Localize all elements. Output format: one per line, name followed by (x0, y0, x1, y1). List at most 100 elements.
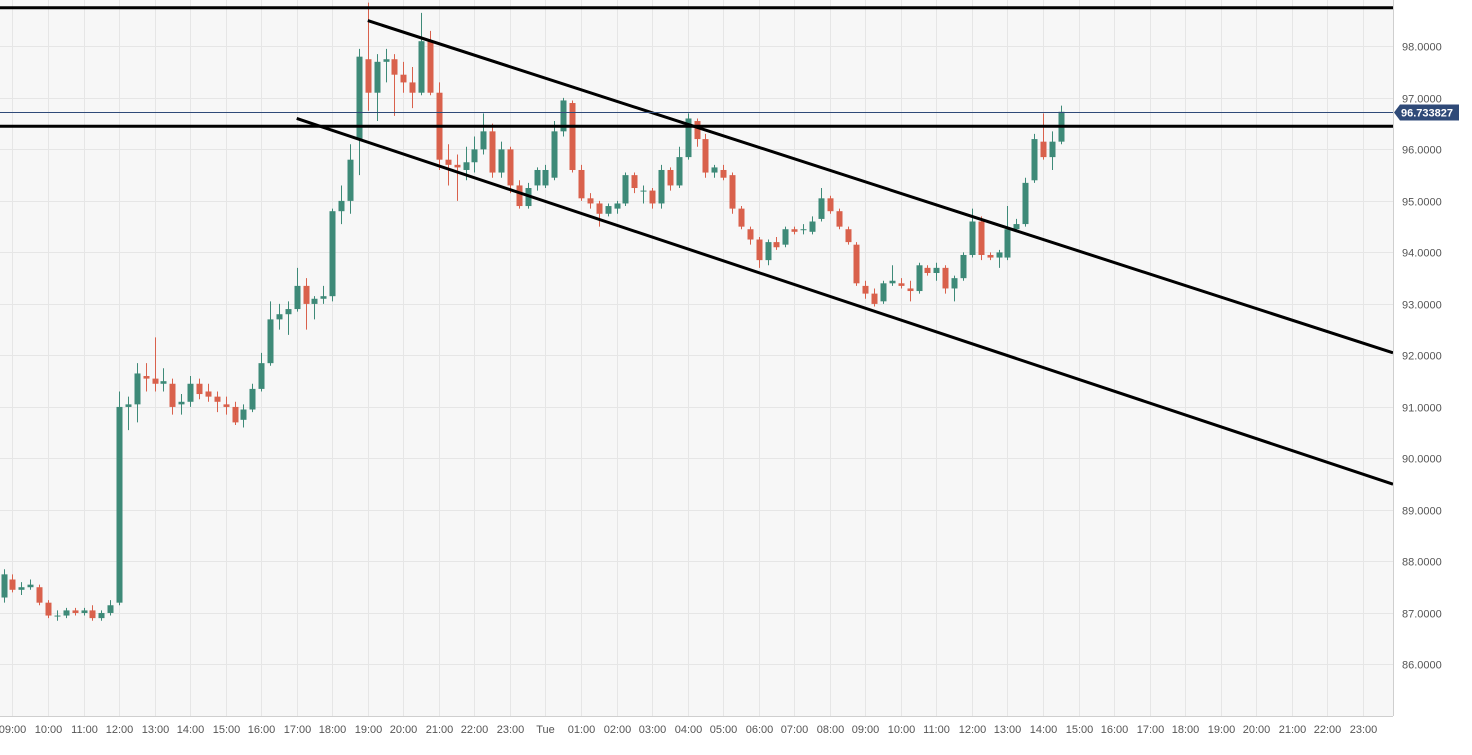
candle-body[interactable] (63, 610, 70, 616)
candle-body[interactable] (560, 100, 567, 132)
candle-down[interactable] (223, 396, 230, 415)
candle-body[interactable] (187, 383, 194, 402)
candle-up[interactable] (1022, 177, 1029, 227)
candle-down[interactable] (827, 195, 834, 214)
candle-up[interactable] (818, 188, 825, 222)
candle-body[interactable] (54, 615, 61, 617)
candle-body[interactable] (311, 298, 318, 304)
candle-up[interactable] (311, 296, 318, 320)
candle-body[interactable] (427, 41, 434, 93)
candle-up[interactable] (418, 12, 425, 96)
candle-down[interactable] (489, 123, 496, 178)
candle-body[interactable] (294, 285, 301, 310)
candle-up[interactable] (285, 301, 292, 335)
candle-down[interactable] (196, 378, 203, 400)
candle-up[interactable] (1, 569, 8, 603)
candle-body[interactable] (116, 406, 123, 603)
candle-body[interactable] (791, 229, 798, 232)
candle-up[interactable] (960, 252, 967, 281)
candle-up[interactable] (320, 285, 327, 304)
candle-down[interactable] (729, 172, 736, 214)
candle-up[interactable] (116, 391, 123, 606)
candle-body[interactable] (667, 169, 674, 186)
candle-down[interactable] (773, 236, 780, 250)
candle-down[interactable] (667, 167, 674, 191)
candle-body[interactable] (800, 229, 807, 231)
candle-down[interactable] (836, 208, 843, 230)
candle-body[interactable] (596, 203, 603, 214)
candle-body[interactable] (480, 131, 487, 150)
trendline-channel-lower[interactable] (296, 117, 1394, 486)
candle-body[interactable] (622, 175, 629, 204)
candle-down[interactable] (862, 280, 869, 299)
candle-body[interactable] (996, 252, 1003, 258)
candle-down[interactable] (898, 278, 905, 289)
candle-body[interactable] (205, 391, 212, 397)
candle-body[interactable] (276, 314, 283, 320)
candle-body[interactable] (1004, 229, 1011, 258)
candle-body[interactable] (1049, 141, 1056, 158)
candle-up[interactable] (27, 579, 34, 590)
candle-body[interactable] (907, 288, 914, 292)
candle-body[interactable] (694, 121, 701, 140)
candle-body[interactable] (631, 175, 638, 189)
candle-body[interactable] (471, 149, 478, 163)
candle-up[interactable] (18, 582, 25, 595)
candle-body[interactable] (916, 265, 923, 292)
candle-body[interactable] (640, 190, 647, 192)
candle-up[interactable] (809, 216, 816, 235)
candle-down[interactable] (924, 265, 931, 276)
candle-body[interactable] (178, 401, 185, 405)
candle-body[interactable] (685, 118, 692, 158)
candle-down[interactable] (152, 337, 159, 392)
candle-body[interactable] (223, 404, 230, 407)
candle-down[interactable] (45, 600, 52, 619)
candle-down[interactable] (445, 144, 452, 186)
candle-down[interactable] (853, 242, 860, 286)
candle-body[interactable] (27, 584, 34, 588)
candle-body[interactable] (729, 175, 736, 209)
candle-up[interactable] (160, 368, 167, 392)
candle-body[interactable] (258, 363, 265, 389)
candle-down[interactable] (89, 605, 96, 621)
candle-body[interactable] (214, 396, 221, 402)
candle-body[interactable] (400, 74, 407, 83)
candle-body[interactable] (391, 59, 398, 75)
candle-body[interactable] (924, 267, 931, 274)
candle-up[interactable] (98, 610, 105, 621)
candle-body[interactable] (889, 280, 896, 284)
candle-up[interactable] (498, 141, 505, 178)
candle-body[interactable] (933, 267, 940, 274)
candle-body[interactable] (143, 376, 150, 379)
candle-up[interactable] (125, 396, 132, 431)
candle-up[interactable] (1049, 131, 1056, 170)
candle-down[interactable] (400, 61, 407, 93)
candle-body[interactable] (489, 131, 496, 173)
candle-up[interactable] (916, 262, 923, 294)
candle-body[interactable] (773, 242, 780, 248)
candle-body[interactable] (356, 56, 363, 140)
candle-down[interactable] (143, 363, 150, 392)
candle-up[interactable] (800, 224, 807, 235)
candle-up[interactable] (951, 275, 958, 302)
candle-up[interactable] (187, 376, 194, 407)
candle-down[interactable] (303, 278, 310, 330)
candle-up[interactable] (249, 383, 256, 413)
candle-body[interactable] (782, 229, 789, 245)
candle-body[interactable] (880, 283, 887, 302)
candle-down[interactable] (409, 66, 416, 109)
candle-down[interactable] (649, 188, 656, 209)
candle-body[interactable] (507, 149, 514, 186)
candle-body[interactable] (1013, 224, 1020, 230)
candle-up[interactable] (685, 113, 692, 160)
candle-body[interactable] (809, 221, 816, 232)
candle-body[interactable] (516, 185, 523, 207)
candle-body[interactable] (285, 309, 292, 315)
candle-body[interactable] (169, 383, 176, 407)
candle-up[interactable] (178, 394, 185, 415)
candle-down[interactable] (9, 574, 16, 593)
candle-down[interactable] (578, 164, 585, 201)
candle-up[interactable] (347, 144, 354, 214)
candle-body[interactable] (605, 206, 612, 214)
